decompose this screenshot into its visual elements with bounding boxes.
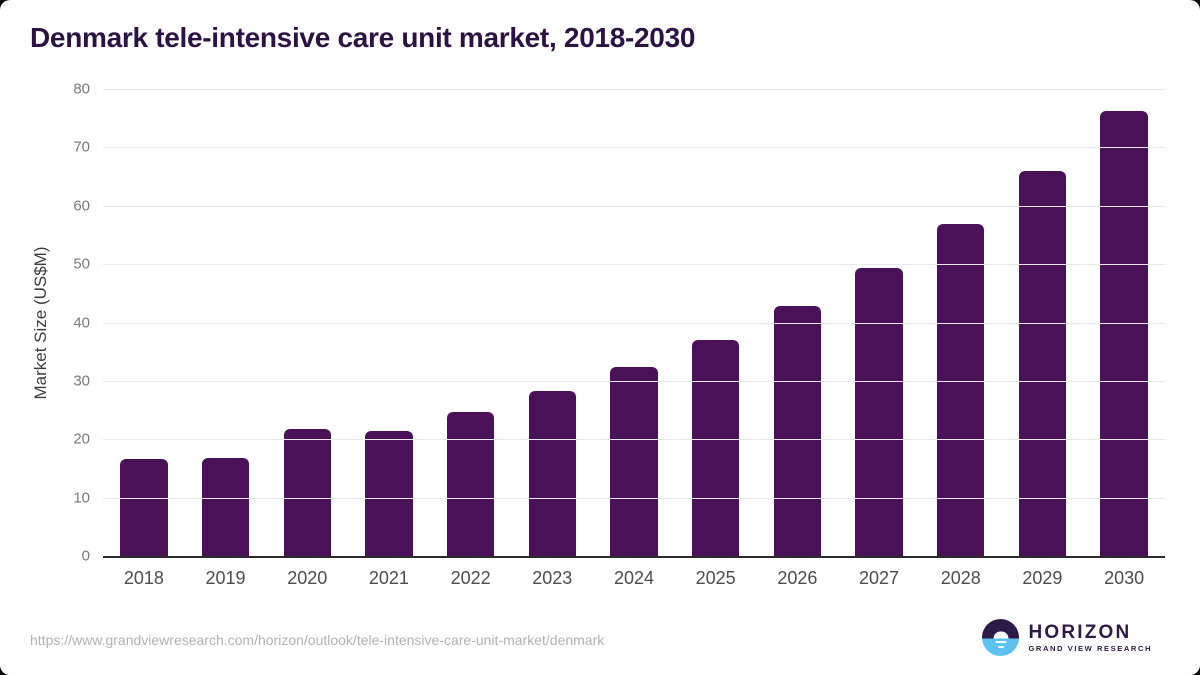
bar-band-2029 bbox=[1002, 89, 1084, 556]
y-tick-label-40: 40 bbox=[73, 314, 90, 331]
x-tick-label-2019: 2019 bbox=[205, 568, 246, 588]
bar-2023 bbox=[528, 390, 576, 556]
x-tick-label-2020: 2020 bbox=[287, 568, 328, 588]
gridline-60 bbox=[103, 205, 1165, 207]
y-tick-label-30: 30 bbox=[73, 372, 90, 390]
y-tick-label-70: 70 bbox=[73, 138, 90, 156]
gridline-20 bbox=[103, 439, 1165, 441]
sun-icon bbox=[993, 631, 1009, 639]
plot-area: 0 10 20 30 40 50 60 70 80 bbox=[73, 81, 1165, 565]
bar-2020 bbox=[283, 429, 331, 556]
sun-reflection-line bbox=[995, 641, 1007, 644]
bar-2026 bbox=[773, 306, 822, 556]
bar-band-2020 bbox=[266, 89, 348, 556]
horizon-logo: HORIZON GRAND VIEW RESEARCH bbox=[982, 619, 1152, 656]
bars-row bbox=[103, 89, 1165, 556]
horizon-logo-icon bbox=[982, 619, 1020, 656]
bar-2018 bbox=[120, 459, 168, 556]
bar-2027 bbox=[855, 267, 903, 556]
gridline-10 bbox=[103, 497, 1165, 499]
bar-2028 bbox=[937, 223, 985, 556]
gridline-30 bbox=[103, 380, 1165, 382]
y-tick-label-0: 0 bbox=[81, 547, 90, 565]
logo-text: HORIZON GRAND VIEW RESEARCH bbox=[1028, 623, 1152, 653]
bar-band-2018 bbox=[103, 89, 185, 556]
bar-2019 bbox=[201, 457, 250, 556]
x-axis-labels: 2018 2019 2020 2021 2022 2023 2024 2025 2026 2027… bbox=[103, 568, 1165, 589]
x-tick-label-2021: 2021 bbox=[368, 568, 409, 588]
gridline-40 bbox=[103, 322, 1165, 324]
bar-band-2024 bbox=[593, 89, 675, 556]
x-tick-label-2025: 2025 bbox=[695, 568, 736, 588]
chart-title: Denmark tele-intensive care unit market,… bbox=[30, 22, 696, 53]
x-tick-label-2027: 2027 bbox=[859, 568, 900, 588]
bar-band-2026 bbox=[757, 89, 839, 556]
bar-2030 bbox=[1100, 110, 1148, 556]
bar-band-2021 bbox=[348, 89, 430, 556]
gridline-50 bbox=[103, 264, 1165, 266]
bar-2024 bbox=[610, 367, 658, 556]
x-tick-label-2029: 2029 bbox=[1022, 568, 1063, 588]
y-tick-label-10: 10 bbox=[73, 489, 90, 507]
bar-band-2019 bbox=[185, 89, 267, 556]
bar-band-2030 bbox=[1083, 89, 1165, 556]
bar-band-2028 bbox=[920, 89, 1002, 556]
logo-brand-name: HORIZON bbox=[1028, 621, 1132, 643]
y-tick-label-60: 60 bbox=[73, 197, 90, 215]
bar-band-2023 bbox=[511, 89, 593, 556]
x-tick-label-2018: 2018 bbox=[123, 568, 164, 588]
x-tick-label-2028: 2028 bbox=[940, 568, 981, 588]
x-tick-label-2023: 2023 bbox=[532, 568, 573, 588]
bar-2021 bbox=[365, 430, 413, 556]
bar-band-2027 bbox=[838, 89, 920, 556]
logo-sub-brand: GRAND VIEW RESEARCH bbox=[1028, 643, 1152, 653]
bar-2025 bbox=[691, 340, 740, 556]
x-tick-label-2026: 2026 bbox=[777, 568, 818, 588]
x-tick-label-2024: 2024 bbox=[613, 568, 654, 588]
y-axis-title: Market Size (US$M) bbox=[31, 246, 50, 400]
y-tick-label-80: 80 bbox=[73, 80, 90, 98]
sun-reflection-line bbox=[997, 645, 1004, 648]
y-tick-label-20: 20 bbox=[73, 430, 90, 448]
gridline-70 bbox=[103, 147, 1165, 149]
x-tick-label-2022: 2022 bbox=[450, 568, 491, 588]
bar-band-2025 bbox=[675, 89, 757, 556]
bar-band-2022 bbox=[430, 89, 512, 556]
bar-2022 bbox=[446, 411, 495, 556]
y-tick-label-50: 50 bbox=[73, 255, 90, 273]
gridline-80 bbox=[103, 89, 1165, 90]
bar-2029 bbox=[1018, 170, 1067, 556]
source-url: https://www.grandviewresearch.com/horizo… bbox=[30, 632, 605, 648]
x-tick-label-2030: 2030 bbox=[1104, 568, 1145, 588]
